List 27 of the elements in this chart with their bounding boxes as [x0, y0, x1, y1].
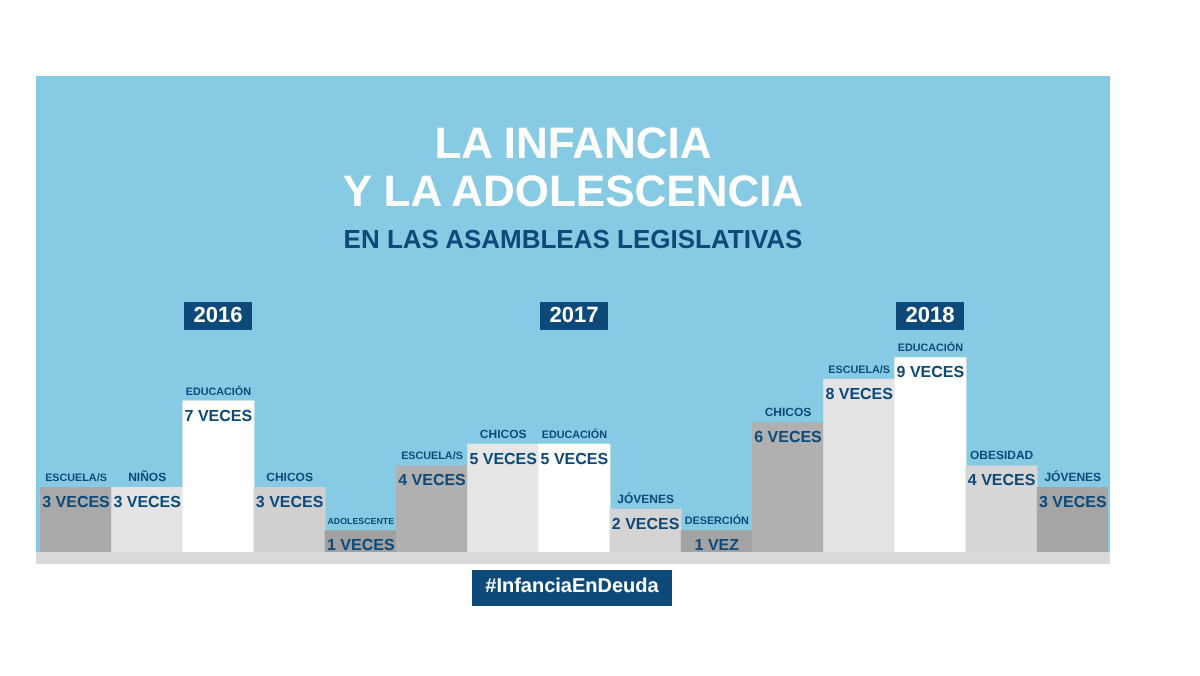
data-label: 4 VECES [967, 471, 1037, 490]
data-label: 5 VECES [540, 449, 610, 468]
bar [467, 443, 540, 552]
bar [396, 465, 468, 552]
text: #InfanciaEnDeuda [472, 570, 672, 606]
data-label: 3 VECES [113, 493, 183, 512]
data-label: 3 VECES [42, 493, 112, 512]
bar [538, 443, 611, 552]
bar [894, 357, 967, 552]
data-label: 1 VECES [327, 536, 396, 555]
data-label: 4 VECES [398, 471, 468, 490]
data-label: 1 VEZ [694, 536, 740, 555]
data-label: 9 VECES [896, 363, 966, 382]
data-label: 6 VECES [754, 428, 824, 447]
data-label: 3 VECES [1039, 493, 1108, 512]
data-label: 3 VECES [255, 493, 325, 512]
text: EN LAS ASAMBLEAS LEGISLATIVAS [341, 224, 805, 254]
chart-title: 2017 [539, 302, 609, 330]
chart-title: 2016 [183, 302, 253, 330]
data-label: 5 VECES [469, 449, 539, 468]
text: Y LA ADOLESCENCIA [340, 166, 806, 216]
data-label: 7 VECES [184, 406, 254, 425]
data-label: 2 VECES [611, 514, 681, 533]
bar [752, 422, 824, 552]
text: LA INFANCIA [432, 118, 714, 168]
data-label: 8 VECES [825, 384, 895, 403]
chart-title: 2018 [895, 302, 965, 330]
